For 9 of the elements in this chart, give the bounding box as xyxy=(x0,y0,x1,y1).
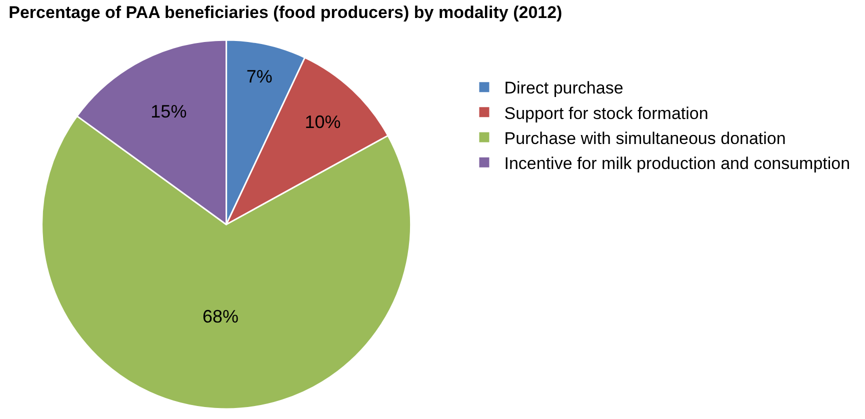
data-label: 15% xyxy=(150,101,187,122)
legend-label: Direct purchase xyxy=(504,78,624,98)
data-label: 7% xyxy=(246,66,272,87)
data-label: 10% xyxy=(304,112,341,132)
legend-label: Incentive for milk production and consumption xyxy=(504,154,850,173)
data-label: 68% xyxy=(202,306,239,327)
legend-label: Support for stock formation xyxy=(504,104,708,123)
legend-label: Purchase with simultaneous donation xyxy=(504,128,786,148)
chart-title: Percentage of PAA beneficiaries (food producers) by modality (2012) xyxy=(8,3,562,22)
